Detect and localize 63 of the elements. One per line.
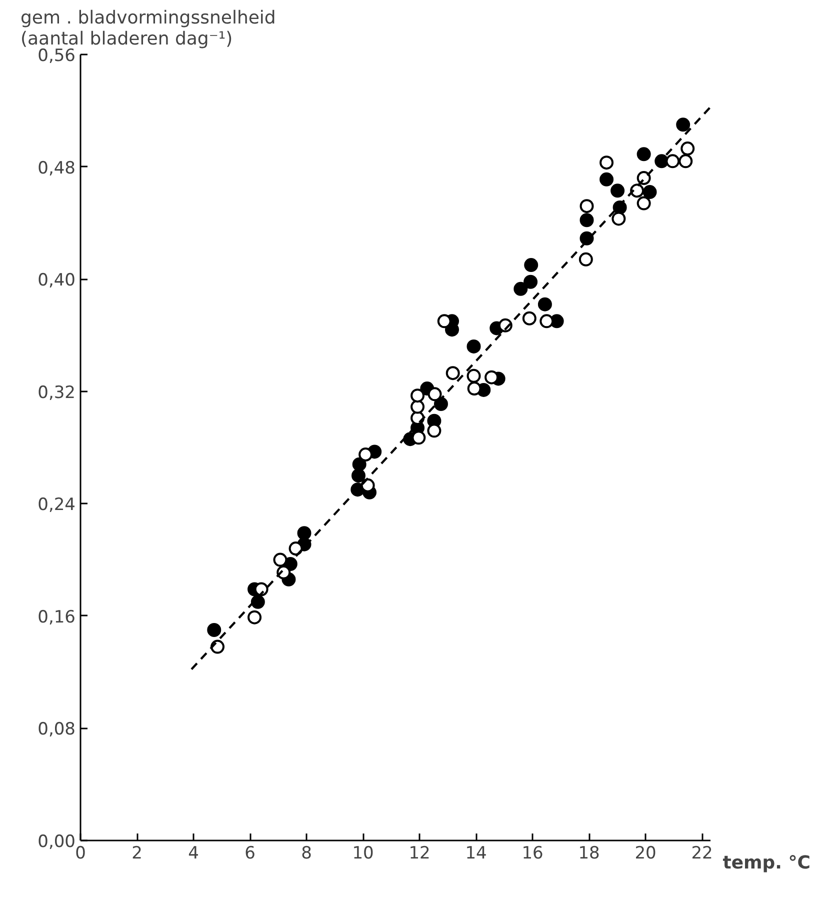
x-tick-label: 2 (132, 844, 142, 864)
x-tick-label: 4 (188, 844, 199, 864)
point (612, 212, 626, 226)
point (580, 199, 594, 214)
point (676, 118, 690, 132)
point (248, 610, 262, 624)
point (514, 282, 528, 296)
point (467, 382, 482, 396)
x-tick-label: 12 (408, 844, 430, 864)
point (410, 400, 425, 414)
y-tick-label: 0,32 (38, 382, 76, 403)
y-tick-label: 0,16 (38, 607, 76, 628)
point (666, 154, 680, 168)
point (437, 314, 452, 328)
point (538, 297, 552, 312)
point (524, 258, 538, 272)
x-tick-label: 16 (522, 844, 544, 864)
x-tick-label: 20 (634, 844, 656, 864)
point (358, 448, 373, 462)
point (446, 366, 460, 380)
point (297, 526, 312, 540)
x-tick-label: 6 (244, 844, 256, 864)
point (600, 172, 614, 186)
point (360, 478, 375, 492)
x-axis-title: temp. °C (722, 852, 811, 874)
x-tick-label: 0 (75, 844, 86, 864)
y-tick-label: 0,40 (38, 270, 76, 291)
point (580, 231, 594, 246)
point (250, 594, 265, 609)
point (466, 368, 481, 383)
x-tick-label: 8 (301, 844, 312, 864)
x-tick-label: 18 (578, 844, 600, 864)
point (522, 311, 536, 326)
point (642, 185, 657, 200)
point (610, 184, 625, 198)
point (636, 196, 651, 210)
point (580, 213, 594, 228)
y-tick-label: 0,00 (38, 832, 76, 852)
point (352, 457, 366, 472)
point (600, 156, 614, 170)
y-tick-label: 0,48 (38, 158, 76, 178)
x-tick-label: 22 (691, 844, 713, 864)
point (630, 184, 644, 198)
point (466, 339, 481, 354)
point (273, 552, 288, 567)
point (484, 370, 499, 384)
y-tick-label: 0,24 (38, 495, 76, 516)
point (678, 154, 693, 168)
point (412, 430, 426, 445)
point (428, 387, 442, 402)
point (427, 424, 442, 438)
x-tick-label: 10 (352, 844, 374, 864)
point (524, 274, 538, 289)
point (351, 468, 366, 483)
point (288, 542, 303, 556)
point (578, 252, 593, 266)
point (540, 314, 554, 328)
x-tick-label: 14 (465, 844, 487, 864)
point (636, 147, 651, 162)
point (207, 622, 222, 637)
point (410, 388, 425, 403)
point (680, 142, 695, 156)
y-tick-label: 0,08 (38, 720, 76, 740)
